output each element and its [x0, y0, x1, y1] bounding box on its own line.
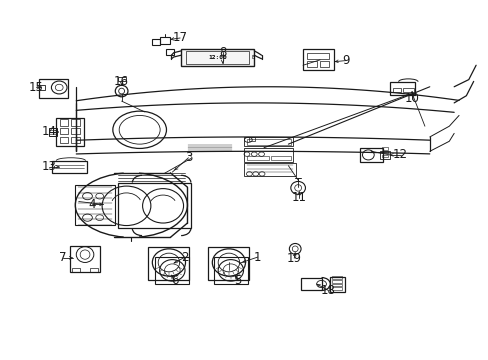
Bar: [118, 183, 190, 228]
Text: 10: 10: [404, 92, 418, 105]
Bar: [90, 267, 98, 272]
Bar: [359, 148, 383, 162]
Bar: [60, 136, 68, 143]
Text: 2: 2: [181, 251, 188, 264]
Bar: [160, 37, 169, 44]
Text: 5: 5: [234, 274, 242, 287]
Bar: [331, 284, 341, 286]
Bar: [208, 247, 249, 280]
Bar: [71, 120, 80, 126]
Bar: [330, 277, 344, 292]
Bar: [331, 287, 341, 290]
Bar: [389, 82, 414, 95]
Text: 7: 7: [59, 251, 67, 264]
Text: 13: 13: [41, 160, 56, 173]
Bar: [301, 278, 321, 291]
Bar: [331, 280, 341, 283]
Bar: [381, 154, 387, 157]
Text: 16: 16: [114, 75, 129, 88]
Text: 4: 4: [88, 198, 96, 211]
Text: 6: 6: [171, 274, 178, 287]
Bar: [52, 161, 86, 173]
Text: 12: 12: [392, 148, 407, 161]
Bar: [70, 246, 100, 272]
Bar: [331, 276, 341, 279]
Bar: [39, 85, 44, 90]
Bar: [49, 128, 57, 136]
Bar: [155, 257, 189, 284]
Bar: [271, 156, 290, 160]
Bar: [72, 267, 80, 272]
Text: 9: 9: [342, 54, 349, 67]
Bar: [246, 139, 290, 145]
Bar: [60, 120, 68, 126]
Text: 8: 8: [219, 46, 226, 59]
Bar: [246, 156, 268, 160]
Text: B: B: [251, 55, 254, 60]
Bar: [381, 151, 387, 153]
Bar: [185, 51, 249, 64]
Bar: [56, 118, 84, 146]
Text: 17: 17: [172, 31, 187, 45]
Bar: [152, 39, 159, 45]
Bar: [181, 49, 254, 66]
Text: 11: 11: [291, 192, 306, 204]
Bar: [71, 128, 80, 134]
Bar: [402, 88, 413, 93]
Text: 12:00: 12:00: [208, 55, 226, 60]
Bar: [244, 137, 293, 146]
Bar: [303, 49, 333, 70]
Bar: [244, 148, 293, 162]
Bar: [148, 247, 189, 280]
Bar: [39, 79, 68, 98]
Bar: [71, 136, 80, 143]
Bar: [244, 163, 295, 176]
Bar: [165, 49, 173, 55]
Bar: [381, 147, 387, 150]
Bar: [306, 61, 316, 67]
Bar: [118, 77, 125, 81]
Bar: [392, 88, 400, 93]
Text: 3: 3: [184, 151, 192, 164]
Text: 18: 18: [320, 284, 335, 297]
Text: 19: 19: [286, 252, 301, 265]
Bar: [379, 151, 389, 159]
Text: 15: 15: [28, 81, 43, 94]
Bar: [75, 185, 115, 225]
Text: 14: 14: [41, 125, 56, 138]
Bar: [249, 137, 255, 140]
Bar: [213, 257, 247, 284]
Bar: [60, 128, 68, 134]
Text: 1: 1: [253, 251, 261, 264]
Bar: [306, 53, 329, 59]
Bar: [319, 61, 329, 67]
